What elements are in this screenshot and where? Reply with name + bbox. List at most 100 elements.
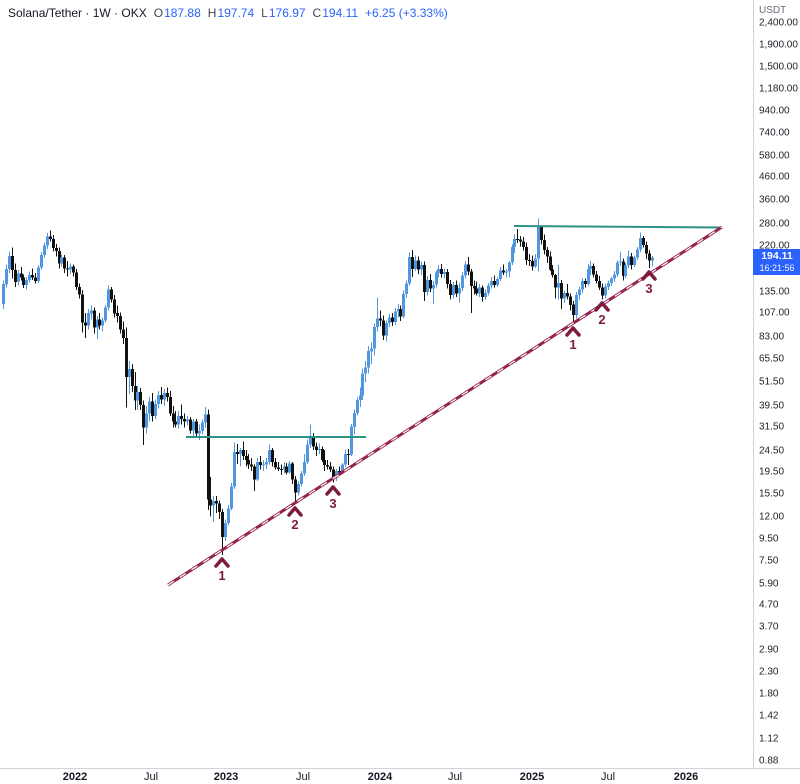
symbol-title[interactable]: Solana/Tether · 1W · OKX bbox=[8, 6, 147, 20]
touch-marker-label: 1 bbox=[218, 568, 225, 583]
candle-wick bbox=[517, 228, 518, 243]
candle bbox=[96, 319, 99, 328]
touch-marker-label: 2 bbox=[598, 312, 605, 327]
candle bbox=[651, 257, 654, 261]
ohlc-close: C194.11 bbox=[312, 6, 359, 20]
candle bbox=[172, 413, 175, 422]
candle bbox=[449, 284, 452, 295]
candle bbox=[563, 292, 566, 299]
time-axis-year-label: 2025 bbox=[519, 771, 545, 783]
candle bbox=[309, 437, 312, 445]
candle bbox=[341, 464, 344, 473]
price-axis-label: 2.90 bbox=[759, 644, 779, 656]
touch-marker-chevron[interactable] bbox=[214, 557, 230, 568]
price-axis-label: 9.50 bbox=[759, 533, 779, 545]
touch-marker-chevron[interactable] bbox=[565, 326, 581, 337]
candle-wick bbox=[558, 265, 559, 300]
time-axis-year-label: 2022 bbox=[62, 771, 88, 783]
candle bbox=[259, 462, 262, 466]
candle bbox=[546, 249, 549, 257]
candle bbox=[75, 272, 78, 287]
candle-wick bbox=[476, 281, 477, 296]
touch-marker-chevron[interactable] bbox=[325, 485, 341, 496]
candle bbox=[630, 256, 633, 266]
candle bbox=[645, 245, 648, 254]
price-axis[interactable]: USDT 194.11 16:21:56 2,400.00 1,900.00 1,5… bbox=[753, 0, 800, 768]
price-axis-label: 51.50 bbox=[759, 376, 785, 387]
price-axis-label: 1.12 bbox=[759, 733, 779, 745]
candle bbox=[46, 236, 49, 246]
candle-wick bbox=[32, 268, 33, 280]
candle bbox=[280, 468, 283, 470]
price-axis-label: 24.50 bbox=[759, 445, 785, 457]
candle-wick bbox=[213, 495, 214, 523]
candle bbox=[549, 256, 552, 270]
candle bbox=[253, 466, 256, 480]
candle bbox=[622, 261, 625, 277]
price-axis-label: 83.00 bbox=[759, 331, 785, 343]
candle bbox=[177, 416, 180, 425]
candle bbox=[344, 453, 347, 465]
candle bbox=[151, 401, 154, 417]
candle bbox=[446, 272, 449, 285]
candle bbox=[589, 266, 592, 269]
candle bbox=[423, 265, 426, 293]
candle bbox=[233, 451, 236, 487]
candle bbox=[452, 284, 455, 295]
touch-marker-chevron[interactable] bbox=[594, 301, 610, 312]
candle bbox=[131, 368, 134, 387]
candle-wick bbox=[216, 495, 217, 513]
candle bbox=[385, 323, 388, 336]
time-axis[interactable]: 2022 Jul 2023 Jul 2024 Jul 2025 Jul 2026 bbox=[0, 768, 800, 784]
candle bbox=[338, 471, 341, 473]
candle bbox=[648, 253, 651, 261]
price-axis-label: 107.00 bbox=[759, 307, 790, 319]
candle bbox=[93, 310, 96, 328]
candle bbox=[575, 294, 578, 315]
horizontal-resistance-2025[interactable] bbox=[513, 225, 723, 229]
candle bbox=[569, 296, 572, 305]
candle-wick bbox=[175, 411, 176, 428]
candle bbox=[332, 469, 335, 478]
candle bbox=[37, 267, 40, 282]
candle bbox=[613, 274, 616, 279]
candle bbox=[595, 274, 598, 281]
candle bbox=[560, 282, 563, 299]
candle bbox=[359, 395, 362, 400]
touch-marker-chevron[interactable] bbox=[287, 506, 303, 517]
touch-markers[interactable]: 1 2 3 1 2 3 bbox=[214, 270, 657, 583]
ascending-trendline[interactable] bbox=[167, 225, 723, 587]
candle bbox=[139, 392, 142, 405]
candle bbox=[49, 236, 52, 239]
candle bbox=[508, 262, 511, 272]
time-axis-year-label: 2023 bbox=[213, 771, 239, 783]
candle bbox=[435, 272, 438, 285]
currency-label: USDT bbox=[759, 5, 787, 16]
time-axis-month-label: Jul bbox=[600, 771, 616, 783]
candle bbox=[394, 311, 397, 323]
touch-marker-label: 3 bbox=[645, 281, 652, 296]
candle bbox=[639, 238, 642, 250]
candle bbox=[493, 281, 496, 285]
candle bbox=[43, 245, 46, 255]
candle bbox=[157, 395, 160, 404]
candle bbox=[578, 289, 581, 295]
candle bbox=[2, 284, 5, 305]
candle bbox=[379, 318, 382, 321]
candle-wick bbox=[263, 460, 264, 472]
candle bbox=[277, 467, 280, 469]
price-axis-label: 360.00 bbox=[759, 194, 790, 206]
candle bbox=[376, 318, 379, 328]
candle-wick bbox=[129, 361, 130, 395]
candle bbox=[475, 288, 478, 294]
touch-marker-chevron[interactable] bbox=[641, 270, 657, 281]
candle bbox=[329, 466, 332, 470]
price-axis-label: 15.50 bbox=[759, 488, 785, 499]
candle bbox=[537, 227, 540, 259]
candle bbox=[215, 501, 218, 504]
candle bbox=[198, 431, 201, 434]
time-axis-month-label: Jul bbox=[143, 771, 159, 783]
candle bbox=[174, 421, 177, 425]
